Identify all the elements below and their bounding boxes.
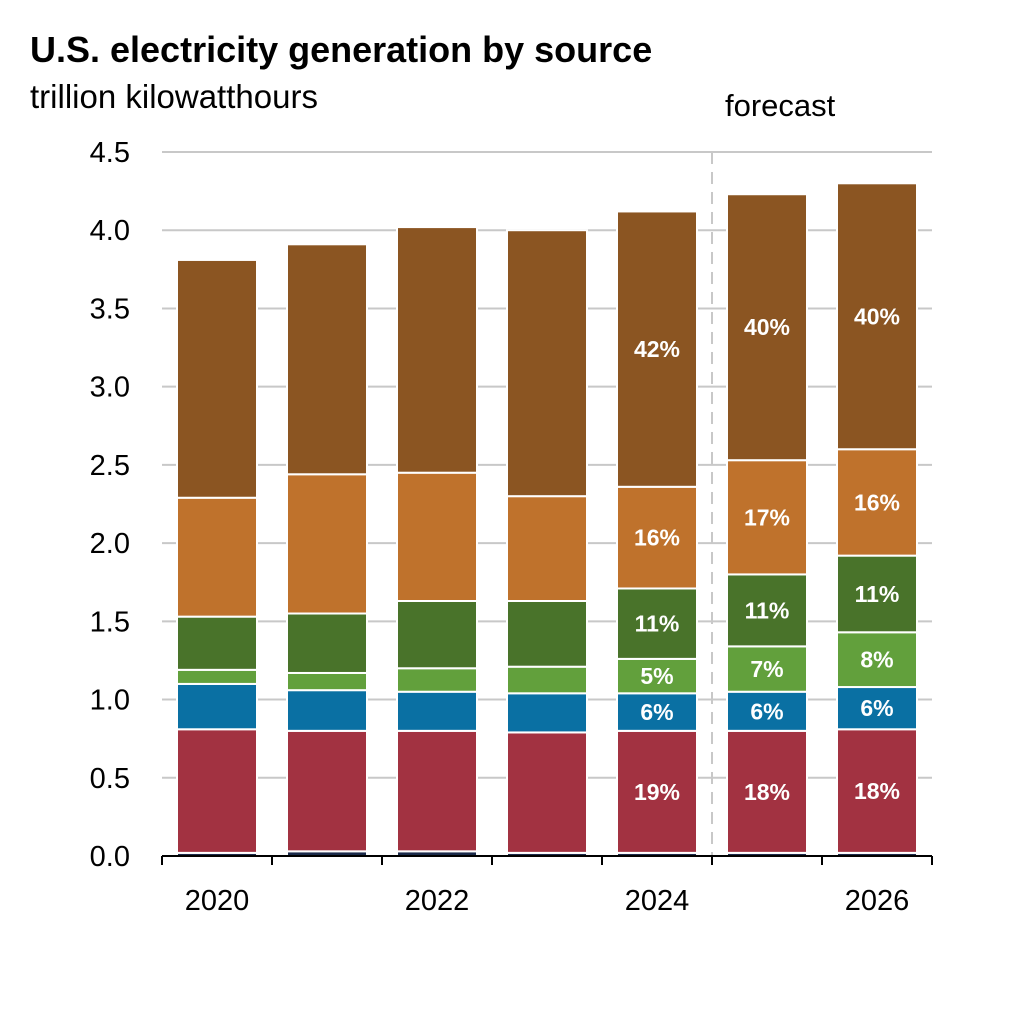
bar-segment bbox=[396, 226, 478, 474]
data-label: 17% bbox=[744, 504, 790, 530]
bar-segment bbox=[176, 258, 258, 499]
data-label: 40% bbox=[854, 303, 900, 329]
y-axis-ticks: 0.0 0.5 1.0 1.5 2.0 2.5 3.0 3.5 4.0 4.5 bbox=[90, 137, 130, 873]
forecast-label: forecast bbox=[725, 88, 836, 123]
y-tick-label: 2.5 bbox=[90, 450, 130, 482]
chart-subtitle: trillion kilowatthours bbox=[30, 78, 318, 115]
data-label: 18% bbox=[854, 778, 900, 804]
x-tick-label: 2026 bbox=[845, 885, 910, 917]
data-label: 8% bbox=[860, 647, 893, 673]
bars bbox=[176, 182, 918, 857]
bar-segment bbox=[506, 229, 588, 498]
data-label: 7% bbox=[750, 656, 783, 682]
bar-segment bbox=[616, 210, 698, 488]
data-labels: 19% 6% 5% 11% 16% 42% 18% 6% 7% 11% 17% 40% 18% 6% 8% 1… bbox=[634, 303, 900, 805]
bar-segment bbox=[396, 667, 478, 693]
data-label: 40% bbox=[744, 314, 790, 340]
bar-segment bbox=[836, 686, 918, 731]
bar-segment bbox=[286, 729, 368, 853]
bar-segment bbox=[506, 692, 588, 734]
y-tick-label: 3.5 bbox=[90, 293, 130, 325]
bar-segment bbox=[836, 554, 918, 634]
bar-segment bbox=[286, 243, 368, 476]
bar-segment bbox=[176, 615, 258, 671]
bar-segment bbox=[726, 459, 808, 576]
bar-segment bbox=[396, 599, 478, 670]
bar-segment bbox=[396, 471, 478, 602]
x-tick-label: 2024 bbox=[625, 885, 690, 917]
data-label: 18% bbox=[744, 779, 790, 805]
data-label: 11% bbox=[745, 597, 790, 623]
data-label: 6% bbox=[750, 698, 783, 724]
bar-segment bbox=[616, 485, 698, 590]
data-label: 11% bbox=[635, 611, 680, 637]
y-tick-label: 3.0 bbox=[90, 372, 130, 404]
y-tick-label: 1.5 bbox=[90, 606, 130, 638]
y-tick-label: 4.0 bbox=[90, 215, 130, 247]
bar-segment bbox=[726, 690, 808, 732]
bar-segment bbox=[286, 612, 368, 674]
bar-segment bbox=[836, 182, 918, 451]
data-label: 5% bbox=[640, 663, 673, 689]
data-label: 16% bbox=[634, 525, 680, 551]
bar-segment bbox=[506, 731, 588, 854]
bar-segment bbox=[726, 573, 808, 648]
data-label: 42% bbox=[634, 336, 680, 362]
y-tick-label: 4.5 bbox=[90, 137, 130, 169]
data-label: 6% bbox=[640, 699, 673, 725]
y-tick-label: 0.5 bbox=[90, 763, 130, 795]
bar-segment bbox=[396, 729, 478, 853]
bar-segment bbox=[836, 631, 918, 689]
data-label: 19% bbox=[634, 779, 680, 805]
bar-segment bbox=[726, 193, 808, 462]
bar-segment bbox=[176, 682, 258, 731]
bar-segment bbox=[396, 690, 478, 732]
chart-title: U.S. electricity generation by source bbox=[30, 29, 652, 70]
x-axis: 2020 2022 2024 2026 bbox=[161, 855, 933, 917]
bar-segment bbox=[286, 473, 368, 615]
bar-segment bbox=[286, 689, 368, 732]
y-tick-label: 2.0 bbox=[90, 528, 130, 560]
data-label: 16% bbox=[854, 489, 900, 515]
data-label: 11% bbox=[855, 581, 900, 607]
bar-segment bbox=[176, 668, 258, 685]
bar-segment bbox=[506, 599, 588, 668]
bar-segment bbox=[836, 448, 918, 557]
bar-segment bbox=[286, 671, 368, 692]
data-label: 6% bbox=[860, 695, 893, 721]
bar-segment bbox=[176, 728, 258, 854]
x-tick-label: 2020 bbox=[185, 885, 250, 917]
y-tick-label: 1.0 bbox=[90, 685, 130, 717]
x-tick-label: 2022 bbox=[405, 885, 470, 917]
y-tick-label: 0.0 bbox=[90, 841, 130, 873]
bar-segment bbox=[836, 728, 918, 854]
bar-segment bbox=[176, 496, 258, 618]
bar-segment bbox=[506, 495, 588, 602]
bar-segment bbox=[506, 665, 588, 695]
